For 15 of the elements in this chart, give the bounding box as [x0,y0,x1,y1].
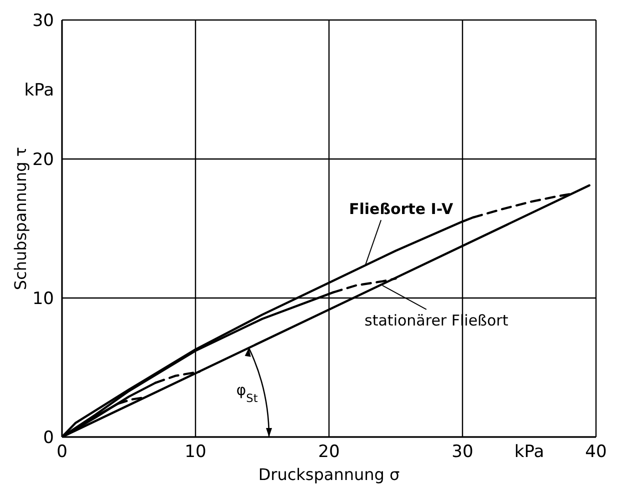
annotation: φ$_{St}$ [236,381,258,404]
y-tick-label: 10 [32,289,54,310]
y-tick-label: 0 [43,428,54,448]
y-tick-label: kPa [24,80,54,101]
x-tick-label: 10 [184,442,206,462]
x-tick-label: kPa [514,442,544,462]
x-tick-label: 30 [452,442,474,462]
y-tick-label: 30 [32,11,54,32]
annotation: Fließorte I-V [349,200,454,218]
x-tick-label: 0 [56,442,68,462]
y-tick-label: 20 [32,150,54,170]
y-axis-title: Schubspannung τ [11,146,30,290]
x-tick-label: 40 [585,442,607,462]
x-axis-title: Druckspannung σ [258,465,400,484]
x-tick-label: 20 [318,442,340,462]
